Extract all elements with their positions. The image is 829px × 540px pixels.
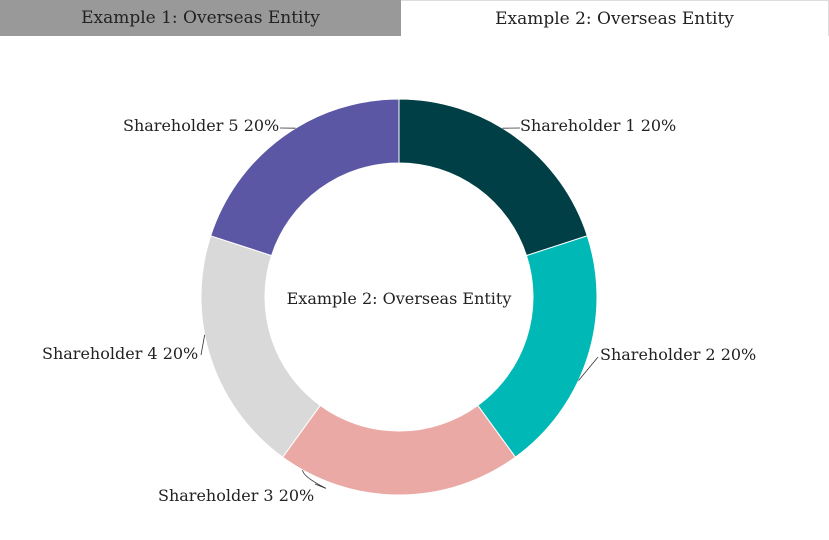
leader-line-3 [302, 469, 326, 489]
label-leader-lines [200, 127, 599, 489]
leader-line-2 [578, 356, 599, 381]
slice-3[interactable] [281, 404, 517, 496]
slice-labels: Shareholder 1 20% Shareholder 2 20% Shareh… [42, 116, 756, 505]
slice-2[interactable] [477, 235, 598, 458]
slice-label-3: Shareholder 3 20% [158, 486, 314, 505]
tab-example-1[interactable]: Example 1: Overseas Entity [0, 0, 401, 36]
leader-line-4 [200, 334, 206, 356]
donut-slices [200, 98, 598, 496]
tab-example-2[interactable]: Example 2: Overseas Entity [401, 0, 829, 36]
slice-label-4: Shareholder 4 20% [42, 344, 198, 363]
slice-4[interactable] [200, 235, 321, 458]
slice-label-5: Shareholder 5 20% [123, 116, 279, 135]
slice-5[interactable] [210, 98, 400, 257]
center-label: Example 2: Overseas Entity [287, 289, 512, 308]
slice-label-2: Shareholder 2 20% [600, 345, 756, 364]
slice-label-1: Shareholder 1 20% [520, 116, 676, 135]
tab-bar: Example 1: Overseas Entity Example 2: Ov… [0, 0, 829, 36]
